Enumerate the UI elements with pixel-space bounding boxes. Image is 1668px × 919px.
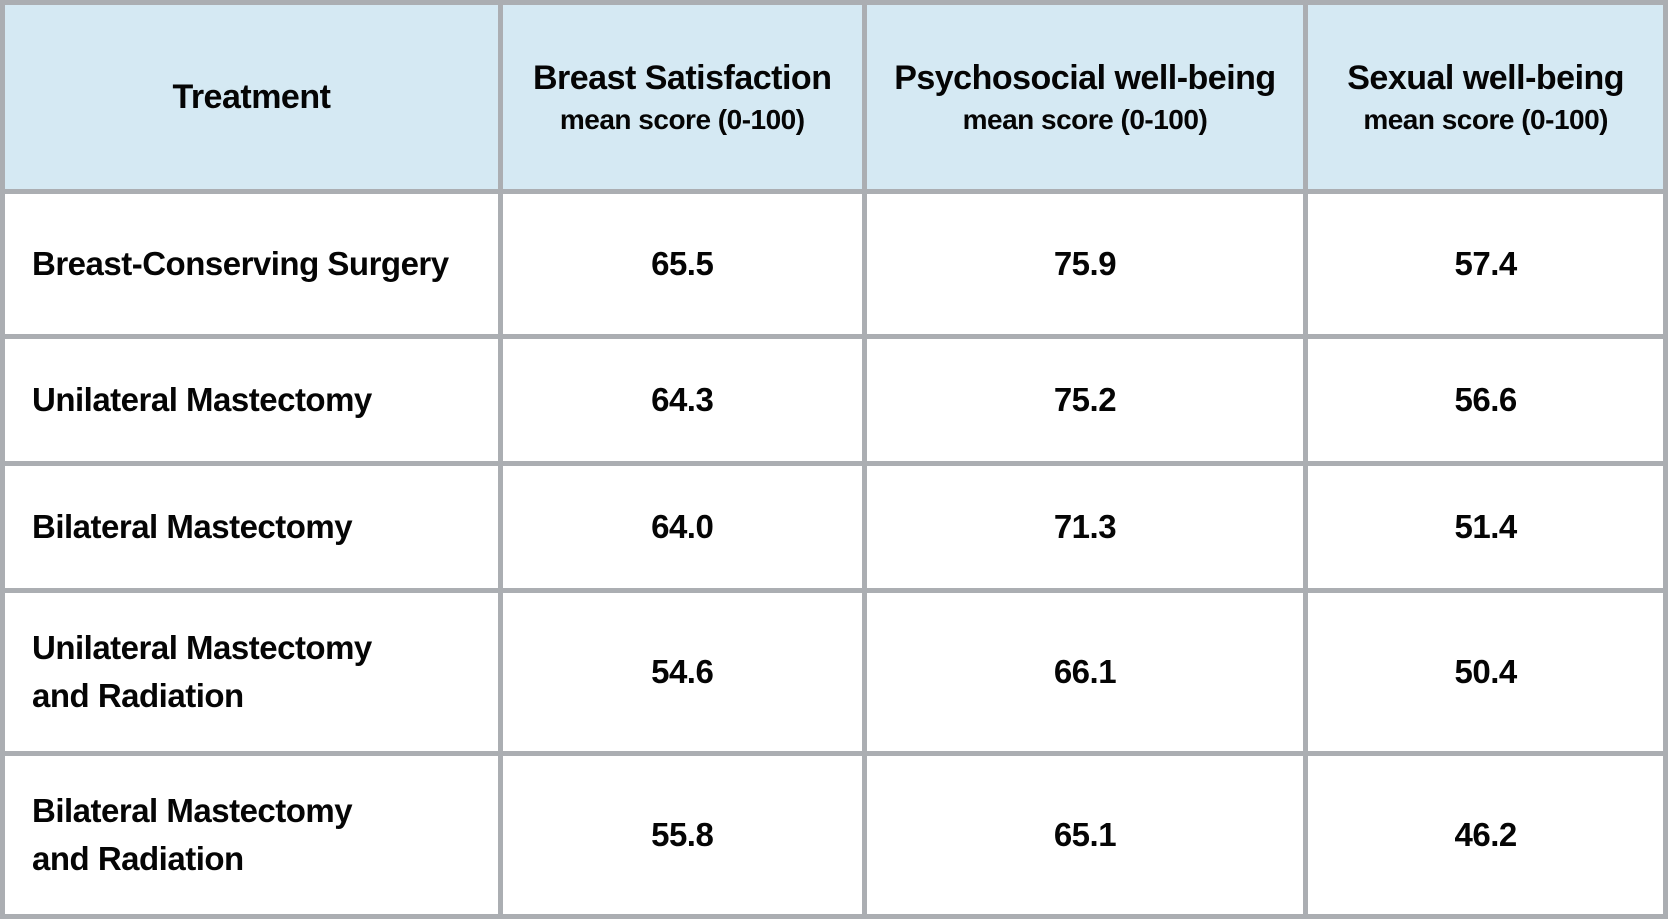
value-cell: 66.1	[866, 593, 1304, 751]
column-header-sublabel: mean score (0-100)	[962, 103, 1208, 135]
value-cell: 51.4	[1308, 466, 1663, 588]
value-cell: 75.9	[866, 194, 1304, 334]
treatment-label: Bilateral Mastectomy	[5, 466, 498, 588]
treatment-label: Unilateral Mastectomy and Radiation	[5, 593, 498, 751]
column-header-label: Psychosocial well-being	[894, 58, 1276, 97]
column-header-label: Sexual well-being	[1347, 58, 1625, 97]
treatment-label: Unilateral Mastectomy	[5, 339, 498, 461]
header-cell-psychosocial-well-being: Psychosocial well-being mean score (0-10…	[866, 5, 1304, 189]
value-cell: 64.3	[502, 339, 862, 461]
header-cell-sexual-well-being: Sexual well-being mean score (0-100)	[1308, 5, 1663, 189]
value-cell: 65.1	[866, 756, 1304, 914]
header-cell-treatment: Treatment	[5, 5, 498, 189]
value-cell: 54.6	[502, 593, 862, 751]
value-cell: 64.0	[502, 466, 862, 588]
column-header-sublabel: mean score (0-100)	[559, 103, 805, 135]
column-header-sublabel: mean score (0-100)	[1363, 103, 1608, 135]
value-cell: 71.3	[866, 466, 1304, 588]
value-cell: 46.2	[1308, 756, 1663, 914]
header-cell-breast-satisfaction: Breast Satisfaction mean score (0-100)	[502, 5, 862, 189]
value-cell: 57.4	[1308, 194, 1663, 334]
value-cell: 55.8	[502, 756, 862, 914]
treatment-label: Breast-Conserving Surgery	[5, 194, 498, 334]
value-cell: 56.6	[1308, 339, 1663, 461]
column-header-label: Treatment	[172, 77, 331, 116]
value-cell: 50.4	[1308, 593, 1663, 751]
value-cell: 65.5	[502, 194, 862, 334]
column-header-label: Breast Satisfaction	[532, 58, 832, 97]
treatment-label: Bilateral Mastectomy and Radiation	[5, 756, 498, 914]
value-cell: 75.2	[866, 339, 1304, 461]
